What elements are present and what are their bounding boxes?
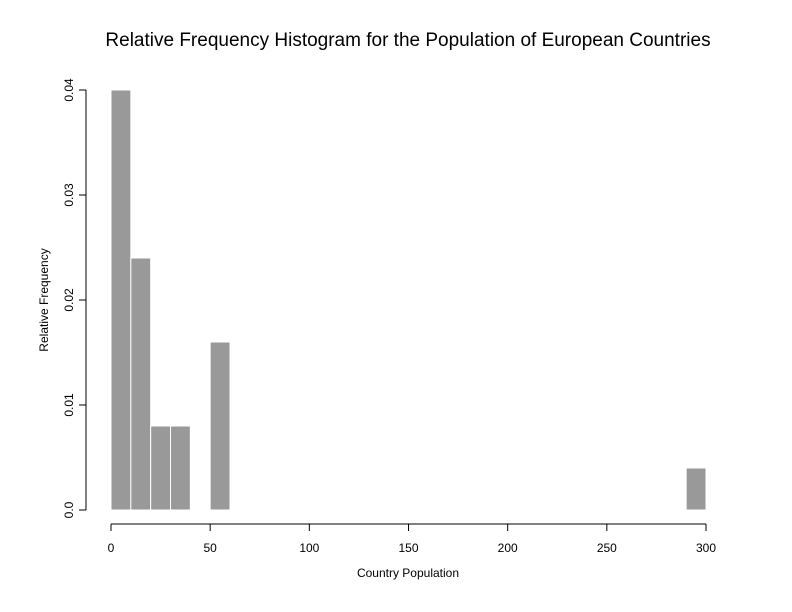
histogram-bar [685, 467, 707, 511]
y-axis-label: Relative Frequency [37, 248, 51, 351]
y-axis: 0.0 0.01 0.02 0.03 0.04 [62, 78, 87, 518]
histogram-bar [130, 257, 152, 511]
histogram-bar [209, 341, 231, 511]
histogram-bar [170, 425, 191, 511]
chart-title: Relative Frequency Histogram for the Pop… [105, 30, 710, 51]
y-tick-label: 0.02 [62, 288, 76, 312]
histogram-bar [150, 425, 172, 511]
x-tick-label: 100 [299, 541, 319, 555]
bars-group [110, 89, 707, 511]
x-axis: 0 50 100 150 200 250 300 [108, 523, 716, 555]
x-tick-label: 150 [398, 541, 418, 555]
y-tick-label: 0.04 [62, 78, 76, 102]
x-tick-label: 50 [203, 541, 217, 555]
x-axis-label: Country Population [357, 566, 459, 580]
y-tick-label: 0.01 [62, 393, 76, 417]
y-tick-label: 0.03 [62, 183, 76, 207]
x-tick-label: 200 [498, 541, 518, 555]
y-tick-label: 0.0 [62, 501, 76, 518]
x-tick-label: 250 [597, 541, 617, 555]
x-tick-label: 0 [108, 541, 115, 555]
histogram-bar [110, 89, 132, 511]
x-tick-label: 300 [696, 541, 716, 555]
